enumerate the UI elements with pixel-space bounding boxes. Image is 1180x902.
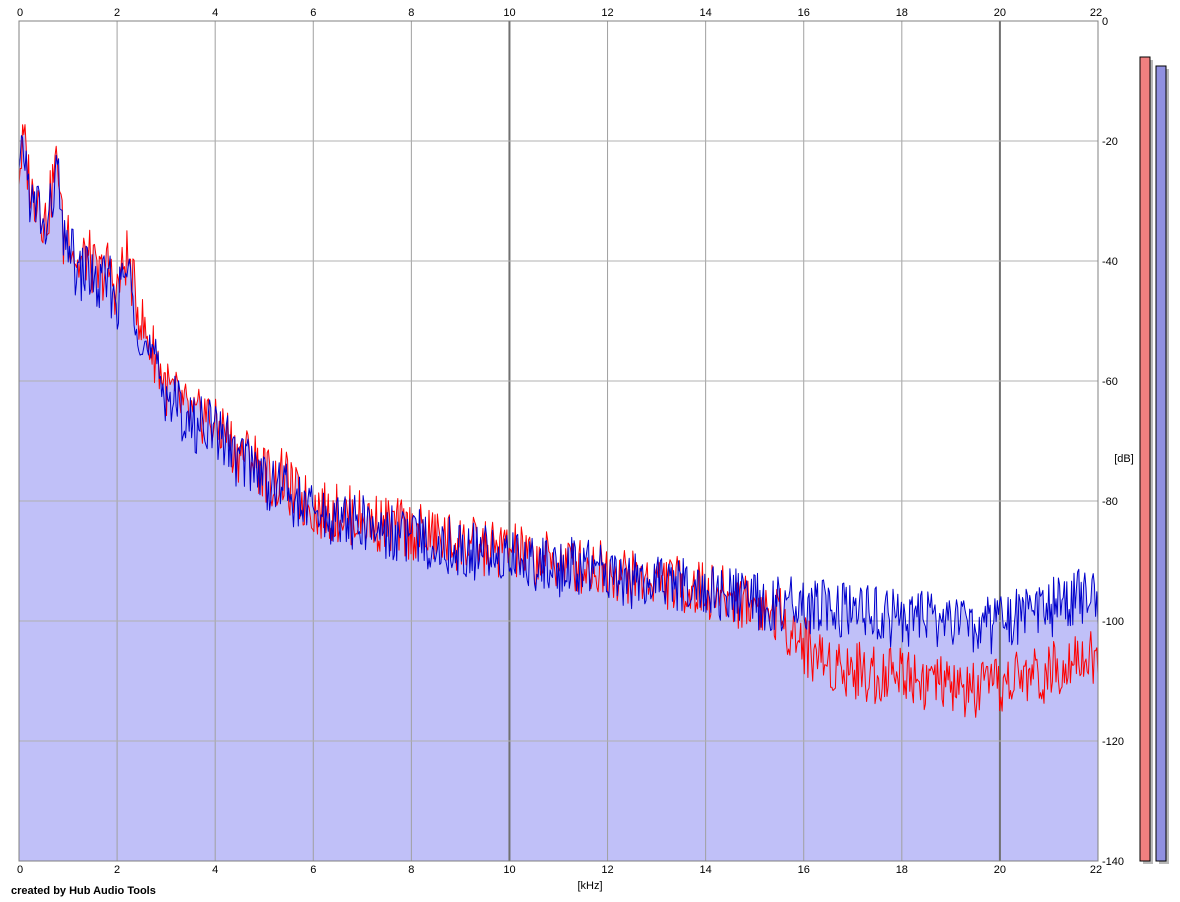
x-tick-label-top-0: 0 — [17, 7, 23, 19]
x-tick-label-bottom-14: 14 — [700, 864, 712, 876]
credit-text: created by Hub Audio Tools — [11, 885, 156, 897]
x-tick-label-top-14: 14 — [700, 7, 712, 19]
x-tick-label-bottom-6: 6 — [310, 864, 316, 876]
y-tick-label-0: 0 — [1102, 16, 1108, 28]
tick-layer: 002244668810101212141416161818202022220-… — [17, 7, 1124, 876]
x-tick-label-bottom-22: 22 — [1090, 864, 1102, 876]
y-tick-label--80: -80 — [1102, 496, 1118, 508]
level-meters — [1139, 56, 1169, 864]
x-tick-label-bottom-8: 8 — [408, 864, 414, 876]
y-tick-label--40: -40 — [1102, 256, 1118, 268]
x-tick-label-bottom-12: 12 — [601, 864, 613, 876]
area-layer — [19, 124, 1098, 862]
y-tick-label--100: -100 — [1102, 616, 1124, 628]
x-tick-label-bottom-2: 2 — [114, 864, 120, 876]
meter-bar-1 — [1139, 56, 1151, 862]
y-tick-label--120: -120 — [1102, 736, 1124, 748]
x-tick-label-top-10: 10 — [503, 7, 515, 19]
x-tick-label-bottom-20: 20 — [994, 864, 1006, 876]
y-tick-label--20: -20 — [1102, 136, 1118, 148]
x-tick-label-top-20: 20 — [994, 7, 1006, 19]
x-axis-label: [kHz] — [577, 880, 602, 892]
x-tick-label-bottom-18: 18 — [896, 864, 908, 876]
y-tick-label--60: -60 — [1102, 376, 1118, 388]
x-tick-label-bottom-16: 16 — [798, 864, 810, 876]
x-tick-label-top-6: 6 — [310, 7, 316, 19]
x-tick-label-top-8: 8 — [408, 7, 414, 19]
y-tick-label--140: -140 — [1102, 856, 1124, 868]
x-tick-label-bottom-10: 10 — [503, 864, 515, 876]
x-tick-label-top-2: 2 — [114, 7, 120, 19]
grid-layer — [19, 21, 1098, 861]
series-layer — [18, 124, 1099, 718]
meter-bar-2 — [1155, 65, 1167, 862]
series-line-2 — [18, 135, 1099, 655]
y-axis-label: [dB] — [1114, 453, 1134, 465]
x-tick-label-top-4: 4 — [212, 7, 218, 19]
x-tick-label-top-12: 12 — [601, 7, 613, 19]
x-tick-label-top-18: 18 — [896, 7, 908, 19]
plot-frame — [18, 20, 1099, 862]
x-tick-label-top-16: 16 — [798, 7, 810, 19]
spectrum-fill — [19, 124, 1098, 862]
x-tick-label-bottom-0: 0 — [17, 864, 23, 876]
x-tick-label-bottom-4: 4 — [212, 864, 218, 876]
x-tick-label-top-22: 22 — [1090, 7, 1102, 19]
